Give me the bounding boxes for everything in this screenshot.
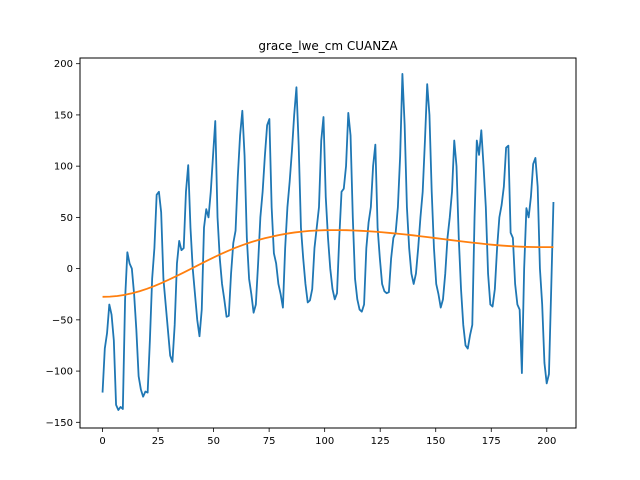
y-tick-label: −50 — [52, 315, 73, 326]
y-tick-label: 100 — [54, 162, 73, 173]
y-tick-label: 150 — [54, 110, 73, 121]
y-tick-label: 0 — [67, 264, 73, 275]
chart-title: grace_lwe_cm CUANZA — [258, 39, 398, 53]
y-axis: −150 −100 −50 0 50 100 150 200 — [46, 59, 80, 429]
y-tick-label: −150 — [46, 418, 73, 429]
x-tick-label: 50 — [207, 436, 220, 447]
y-tick-label: 200 — [54, 59, 73, 70]
series-layer — [101, 73, 555, 411]
y-tick-label: −100 — [46, 367, 73, 378]
series-line-1 — [101, 73, 555, 411]
x-tick-label: 200 — [537, 436, 556, 447]
x-tick-label: 175 — [482, 436, 501, 447]
y-tick-label: 50 — [60, 213, 73, 224]
x-tick-label: 125 — [371, 436, 390, 447]
x-tick-label: 25 — [152, 436, 165, 447]
x-tick-label: 150 — [426, 436, 445, 447]
axes-frame — [79, 57, 577, 429]
x-tick-label: 0 — [99, 436, 105, 447]
x-axis: 0 25 50 75 100 125 150 175 200 — [99, 428, 556, 447]
series-line-2 — [102, 229, 554, 298]
x-tick-label: 75 — [263, 436, 276, 447]
x-tick-label: 100 — [315, 436, 334, 447]
